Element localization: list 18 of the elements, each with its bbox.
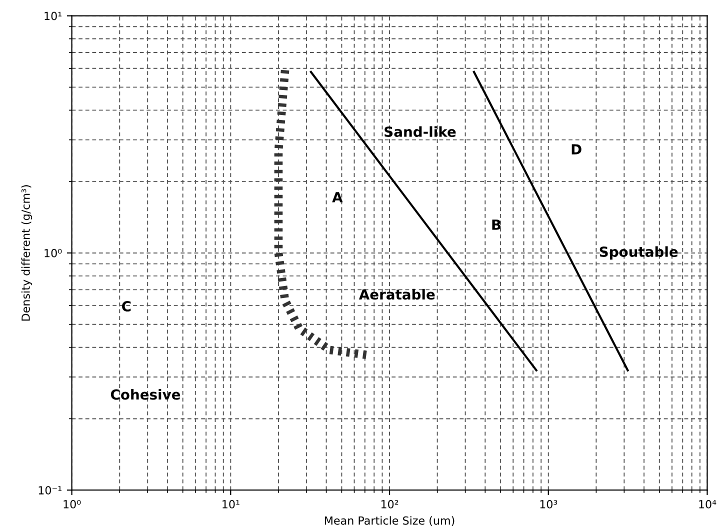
annotation: D <box>572 144 582 154</box>
annotation: C <box>122 301 131 312</box>
x-tick-label: 10⁰ <box>64 500 81 508</box>
x-tick-label: 10² <box>381 500 398 508</box>
x-tick-label: 10⁴ <box>699 500 716 508</box>
y-tick-label: 10¹ <box>44 12 62 20</box>
y-axis-title: Density different (g/cm³) <box>21 185 32 321</box>
annotation: Cohesive <box>110 389 180 400</box>
y-tick-label: 10⁰ <box>44 248 62 258</box>
x-tick-label: 10¹ <box>222 500 240 508</box>
x-tick-label: 10³ <box>540 500 558 508</box>
annotation: B <box>492 220 501 230</box>
annotation: Sand-like <box>384 126 456 137</box>
y-tick-label: 10⁻¹ <box>38 486 62 494</box>
annotation: Aeratable <box>358 288 435 300</box>
annotation: Spoutable <box>600 246 678 260</box>
x-axis-title: Mean Particle Size (um) <box>324 516 454 526</box>
annotation: A <box>332 192 343 202</box>
